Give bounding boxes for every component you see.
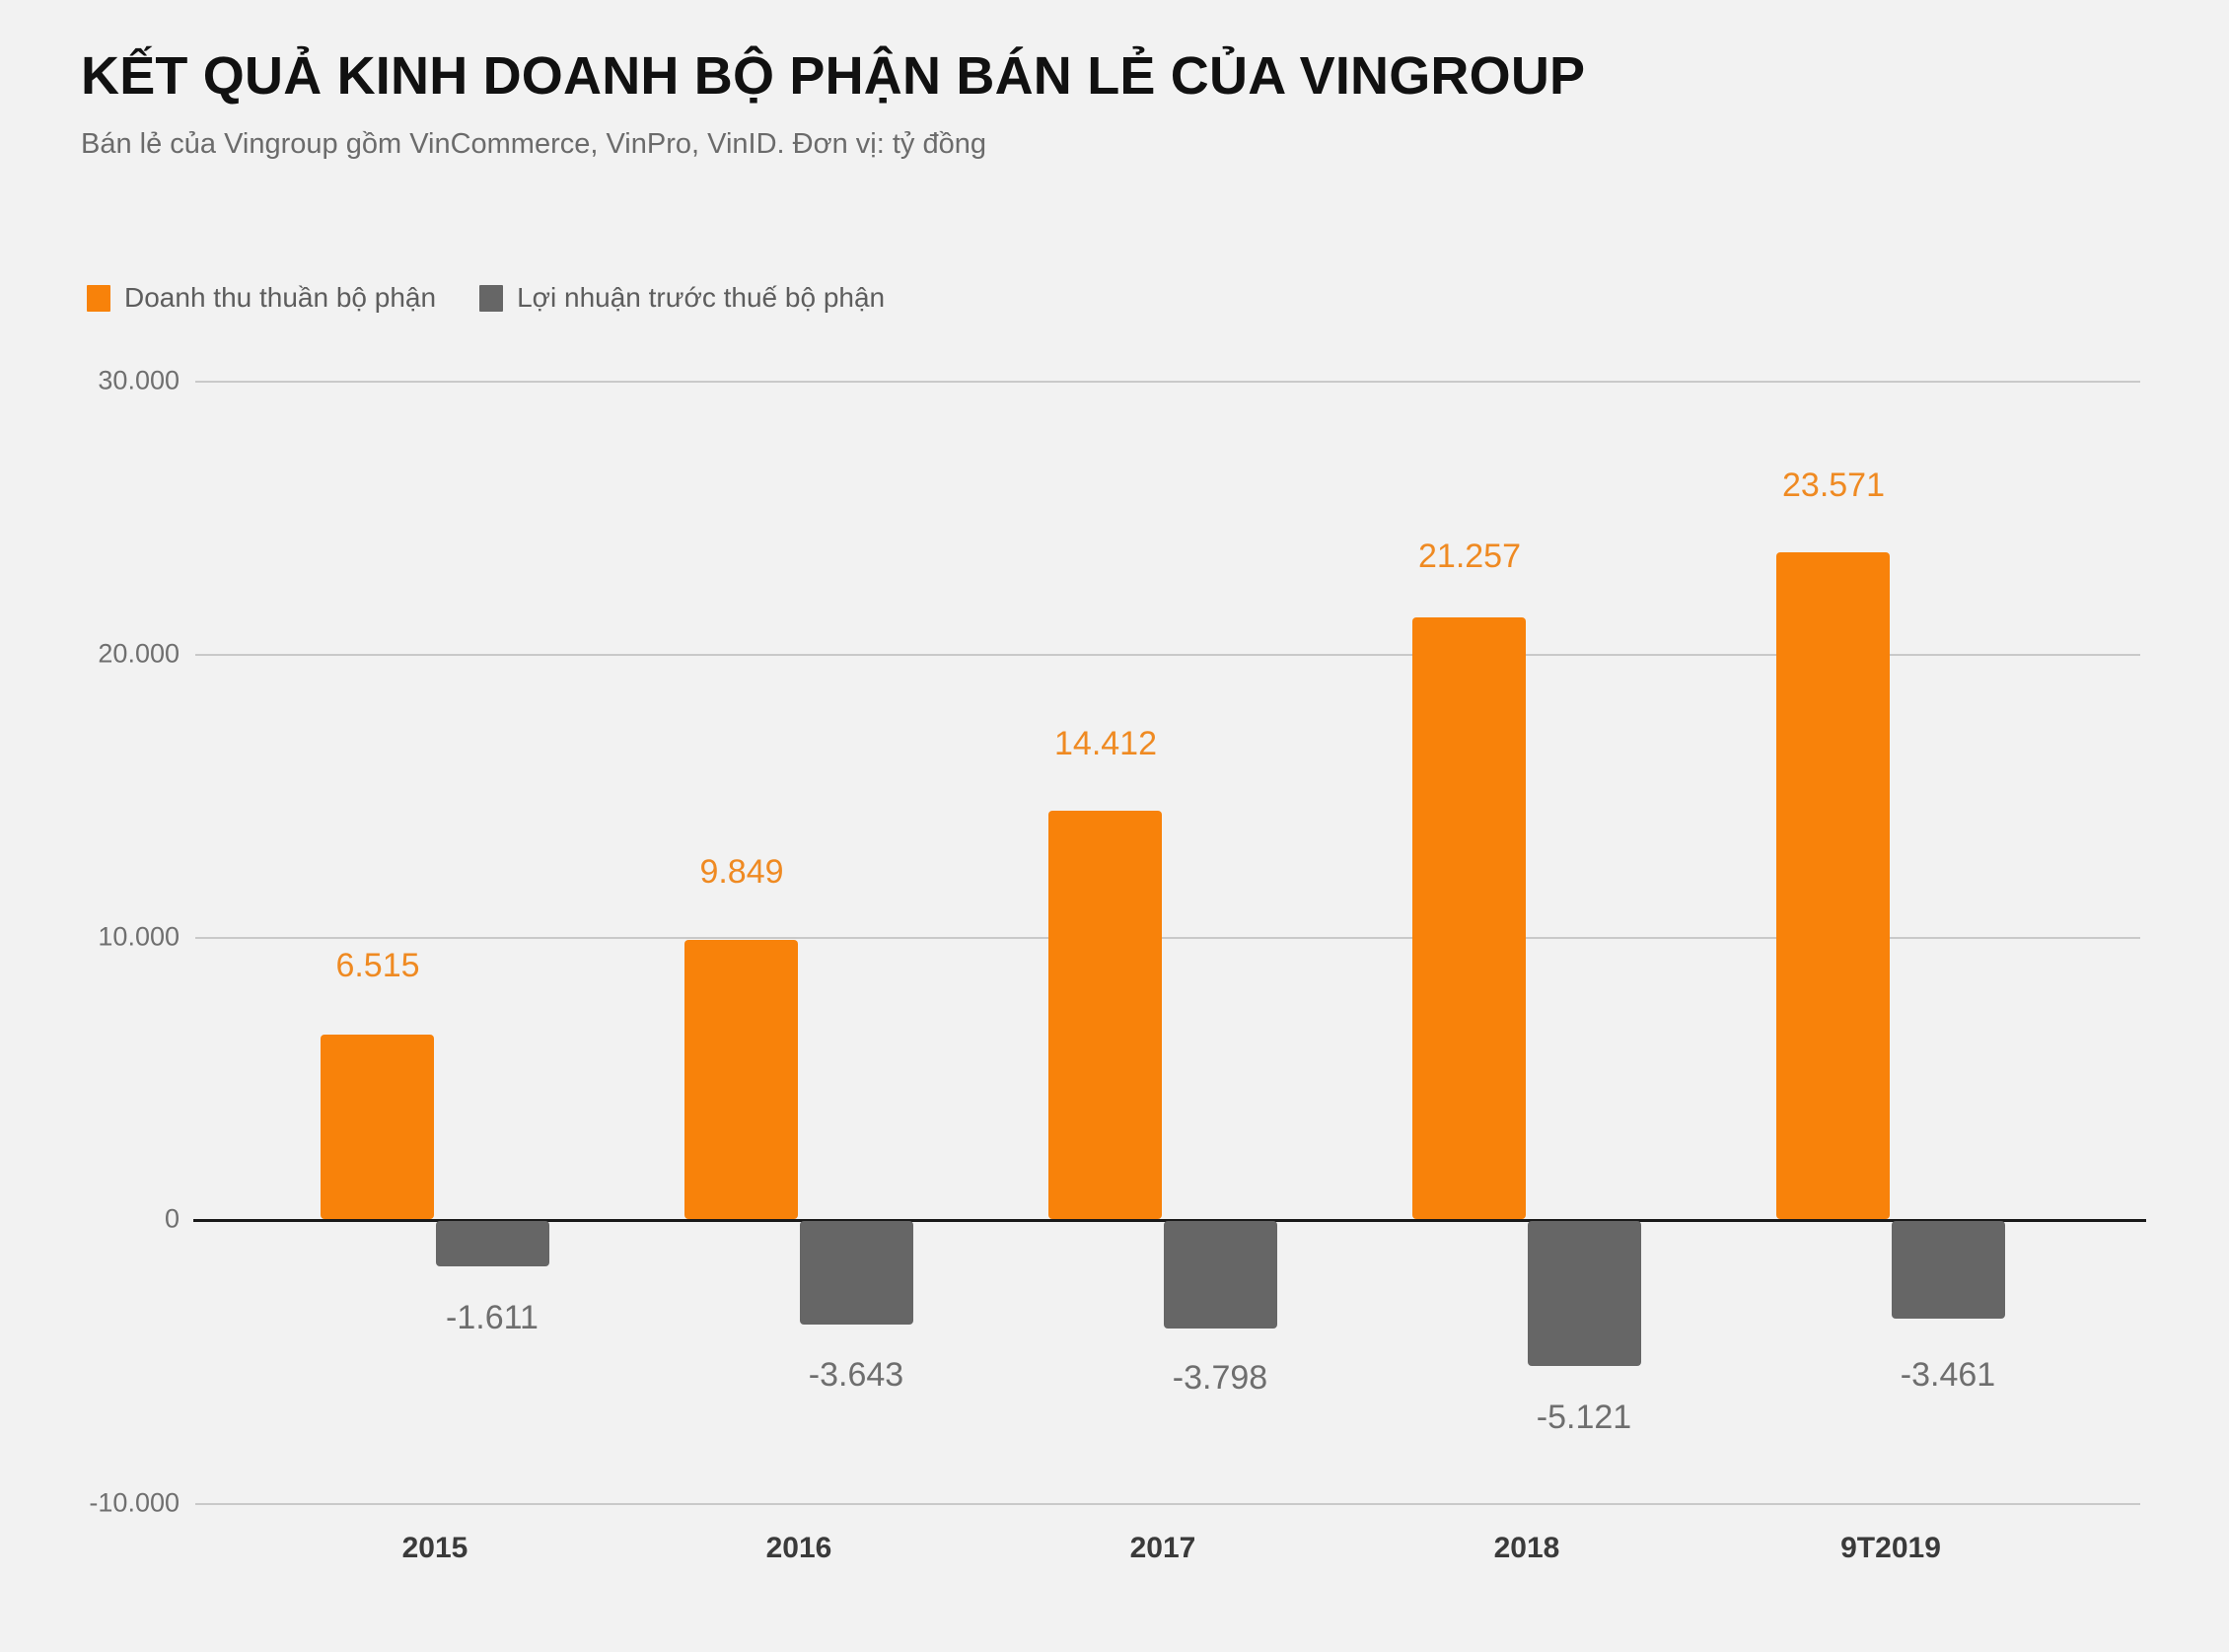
value-label-revenue-2017: 14.412 xyxy=(1054,725,1157,762)
bar-profit-2018[interactable] xyxy=(1528,1221,1641,1366)
bar-revenue-2017[interactable] xyxy=(1048,811,1162,1219)
legend-item-profit[interactable]: Lợi nhuận trước thuế bộ phận xyxy=(479,282,885,314)
legend-swatch-profit xyxy=(479,284,504,312)
legend-swatch-revenue xyxy=(87,284,110,312)
bar-revenue-2018[interactable] xyxy=(1412,617,1526,1219)
legend-label-revenue: Doanh thu thuần bộ phận xyxy=(124,282,437,313)
bar-revenue-2015[interactable] xyxy=(321,1035,434,1219)
bar-revenue-2016[interactable] xyxy=(684,940,798,1219)
gridline-30000 xyxy=(195,381,2140,383)
value-label-revenue-2018: 21.257 xyxy=(1418,538,1521,575)
value-label-revenue-2016: 9.849 xyxy=(699,853,784,891)
bar-profit-9T2019[interactable] xyxy=(1892,1221,2005,1319)
xlabel-2017: 2017 xyxy=(1129,1532,1196,1564)
value-label-revenue-9T2019: 23.571 xyxy=(1782,467,1885,504)
xlabel-2018: 2018 xyxy=(1493,1532,1560,1564)
ytick-label: 20.000 xyxy=(98,638,180,669)
legend-label-profit: Lợi nhuận trước thuế bộ phận xyxy=(517,282,886,313)
value-label-revenue-2015: 6.515 xyxy=(335,947,420,984)
gridline-20000 xyxy=(195,654,2140,656)
gridline-10000 xyxy=(195,937,2140,939)
value-label-profit-2017: -3.798 xyxy=(1172,1359,1268,1397)
chart-subtitle: Bán lẻ của Vingroup gồm VinCommerce, Vin… xyxy=(81,128,986,161)
xlabel-2016: 2016 xyxy=(765,1532,832,1564)
bar-profit-2017[interactable] xyxy=(1164,1221,1277,1329)
value-label-profit-2015: -1.611 xyxy=(446,1299,539,1336)
legend-item-revenue[interactable]: Doanh thu thuần bộ phận xyxy=(87,282,436,314)
ytick-label: -10.000 xyxy=(89,1487,180,1518)
ytick-label: 0 xyxy=(164,1203,180,1234)
chart-header: KẾT QUẢ KINH DOANH BỘ PHẬN BÁN LẺ CỦA VI… xyxy=(81,46,2152,161)
value-label-profit-2016: -3.643 xyxy=(808,1356,904,1394)
value-label-profit-9T2019: -3.461 xyxy=(1900,1356,1996,1394)
bar-profit-2016[interactable] xyxy=(800,1221,913,1325)
gridline-minus10000 xyxy=(195,1503,2140,1505)
page-title: KẾT QUẢ KINH DOANH BỘ PHẬN BÁN LẺ CỦA VI… xyxy=(81,46,1586,106)
value-label-profit-2018: -5.121 xyxy=(1536,1399,1632,1436)
bar-revenue-9T2019[interactable] xyxy=(1776,552,1890,1219)
xlabel-9T2019: 9T2019 xyxy=(1840,1532,1941,1564)
ytick-label: 10.000 xyxy=(98,921,180,952)
bar-profit-2015[interactable] xyxy=(436,1221,549,1266)
gridline-zero xyxy=(193,1219,2146,1222)
xlabel-2015: 2015 xyxy=(401,1532,468,1564)
ytick-label: 30.000 xyxy=(98,365,180,395)
chart-legend: Doanh thu thuần bộ phận Lợi nhuận trước … xyxy=(87,282,885,314)
